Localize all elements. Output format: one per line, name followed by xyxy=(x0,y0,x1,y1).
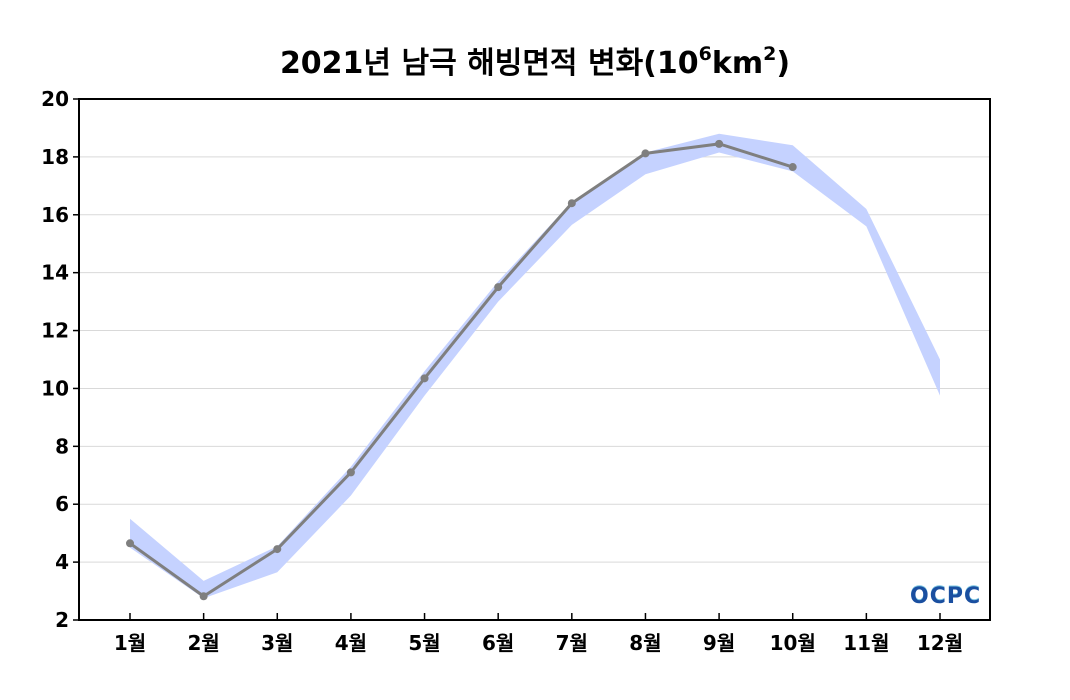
title-unit: km xyxy=(711,46,764,81)
x-tick-label: 3월 xyxy=(261,631,293,655)
y-tick-label: 20 xyxy=(41,87,69,111)
y-tick-label: 4 xyxy=(55,550,69,574)
title-exponent-1: 6 xyxy=(698,43,712,65)
x-tick-label: 7월 xyxy=(556,631,588,655)
y-tick-label: 14 xyxy=(41,261,69,285)
data-point xyxy=(346,468,355,477)
data-point xyxy=(641,149,650,158)
data-point xyxy=(494,283,503,292)
chart-title: 2021년 남극 해빙면적 변화(106km2) xyxy=(0,38,1070,82)
data-point xyxy=(199,592,208,601)
y-tick-label: 18 xyxy=(41,145,69,169)
data-point xyxy=(126,539,134,548)
series-line xyxy=(129,142,794,598)
x-tick-label: 12월 xyxy=(917,631,963,655)
x-tick-label: 11월 xyxy=(843,631,889,655)
ocpc-logo: OCPC xyxy=(910,584,981,609)
x-tick-label: 1월 xyxy=(114,631,146,655)
x-tick-label: 5월 xyxy=(408,631,440,655)
x-axis-ticks: 1월 2월 3월 4월 5월 6월 7월 8월 9월 10월 11월 12월 xyxy=(114,613,963,655)
data-point xyxy=(788,163,797,172)
y-tick-label: 2 xyxy=(55,608,69,632)
plot-frame xyxy=(78,98,991,621)
y-tick-label: 12 xyxy=(41,319,69,343)
data-point xyxy=(420,374,429,383)
title-suffix: ) xyxy=(776,46,791,81)
y-axis-ticks: 2 4 6 8 10 12 14 16 18 20 xyxy=(41,87,79,632)
climatology-band xyxy=(130,133,940,599)
y-tick-label: 10 xyxy=(41,376,69,400)
y-tick-label: 8 xyxy=(55,434,69,458)
logo-text: OCPC xyxy=(910,584,982,609)
title-prefix: 2021년 남극 해빙면적 변화(10 xyxy=(279,46,699,81)
title-exponent-2: 2 xyxy=(763,43,777,65)
x-tick-label: 9월 xyxy=(703,631,735,655)
grid-lines xyxy=(79,156,990,563)
data-point xyxy=(715,139,724,148)
x-tick-label: 10월 xyxy=(770,631,816,655)
data-point xyxy=(273,545,282,554)
x-tick-label: 2월 xyxy=(187,631,219,655)
series-group xyxy=(126,139,797,601)
y-tick-label: 16 xyxy=(41,203,69,227)
x-tick-label: 8월 xyxy=(629,631,661,655)
x-tick-label: 4월 xyxy=(335,631,367,655)
data-point xyxy=(567,199,576,208)
y-tick-label: 6 xyxy=(55,492,69,516)
x-tick-label: 6월 xyxy=(482,631,514,655)
